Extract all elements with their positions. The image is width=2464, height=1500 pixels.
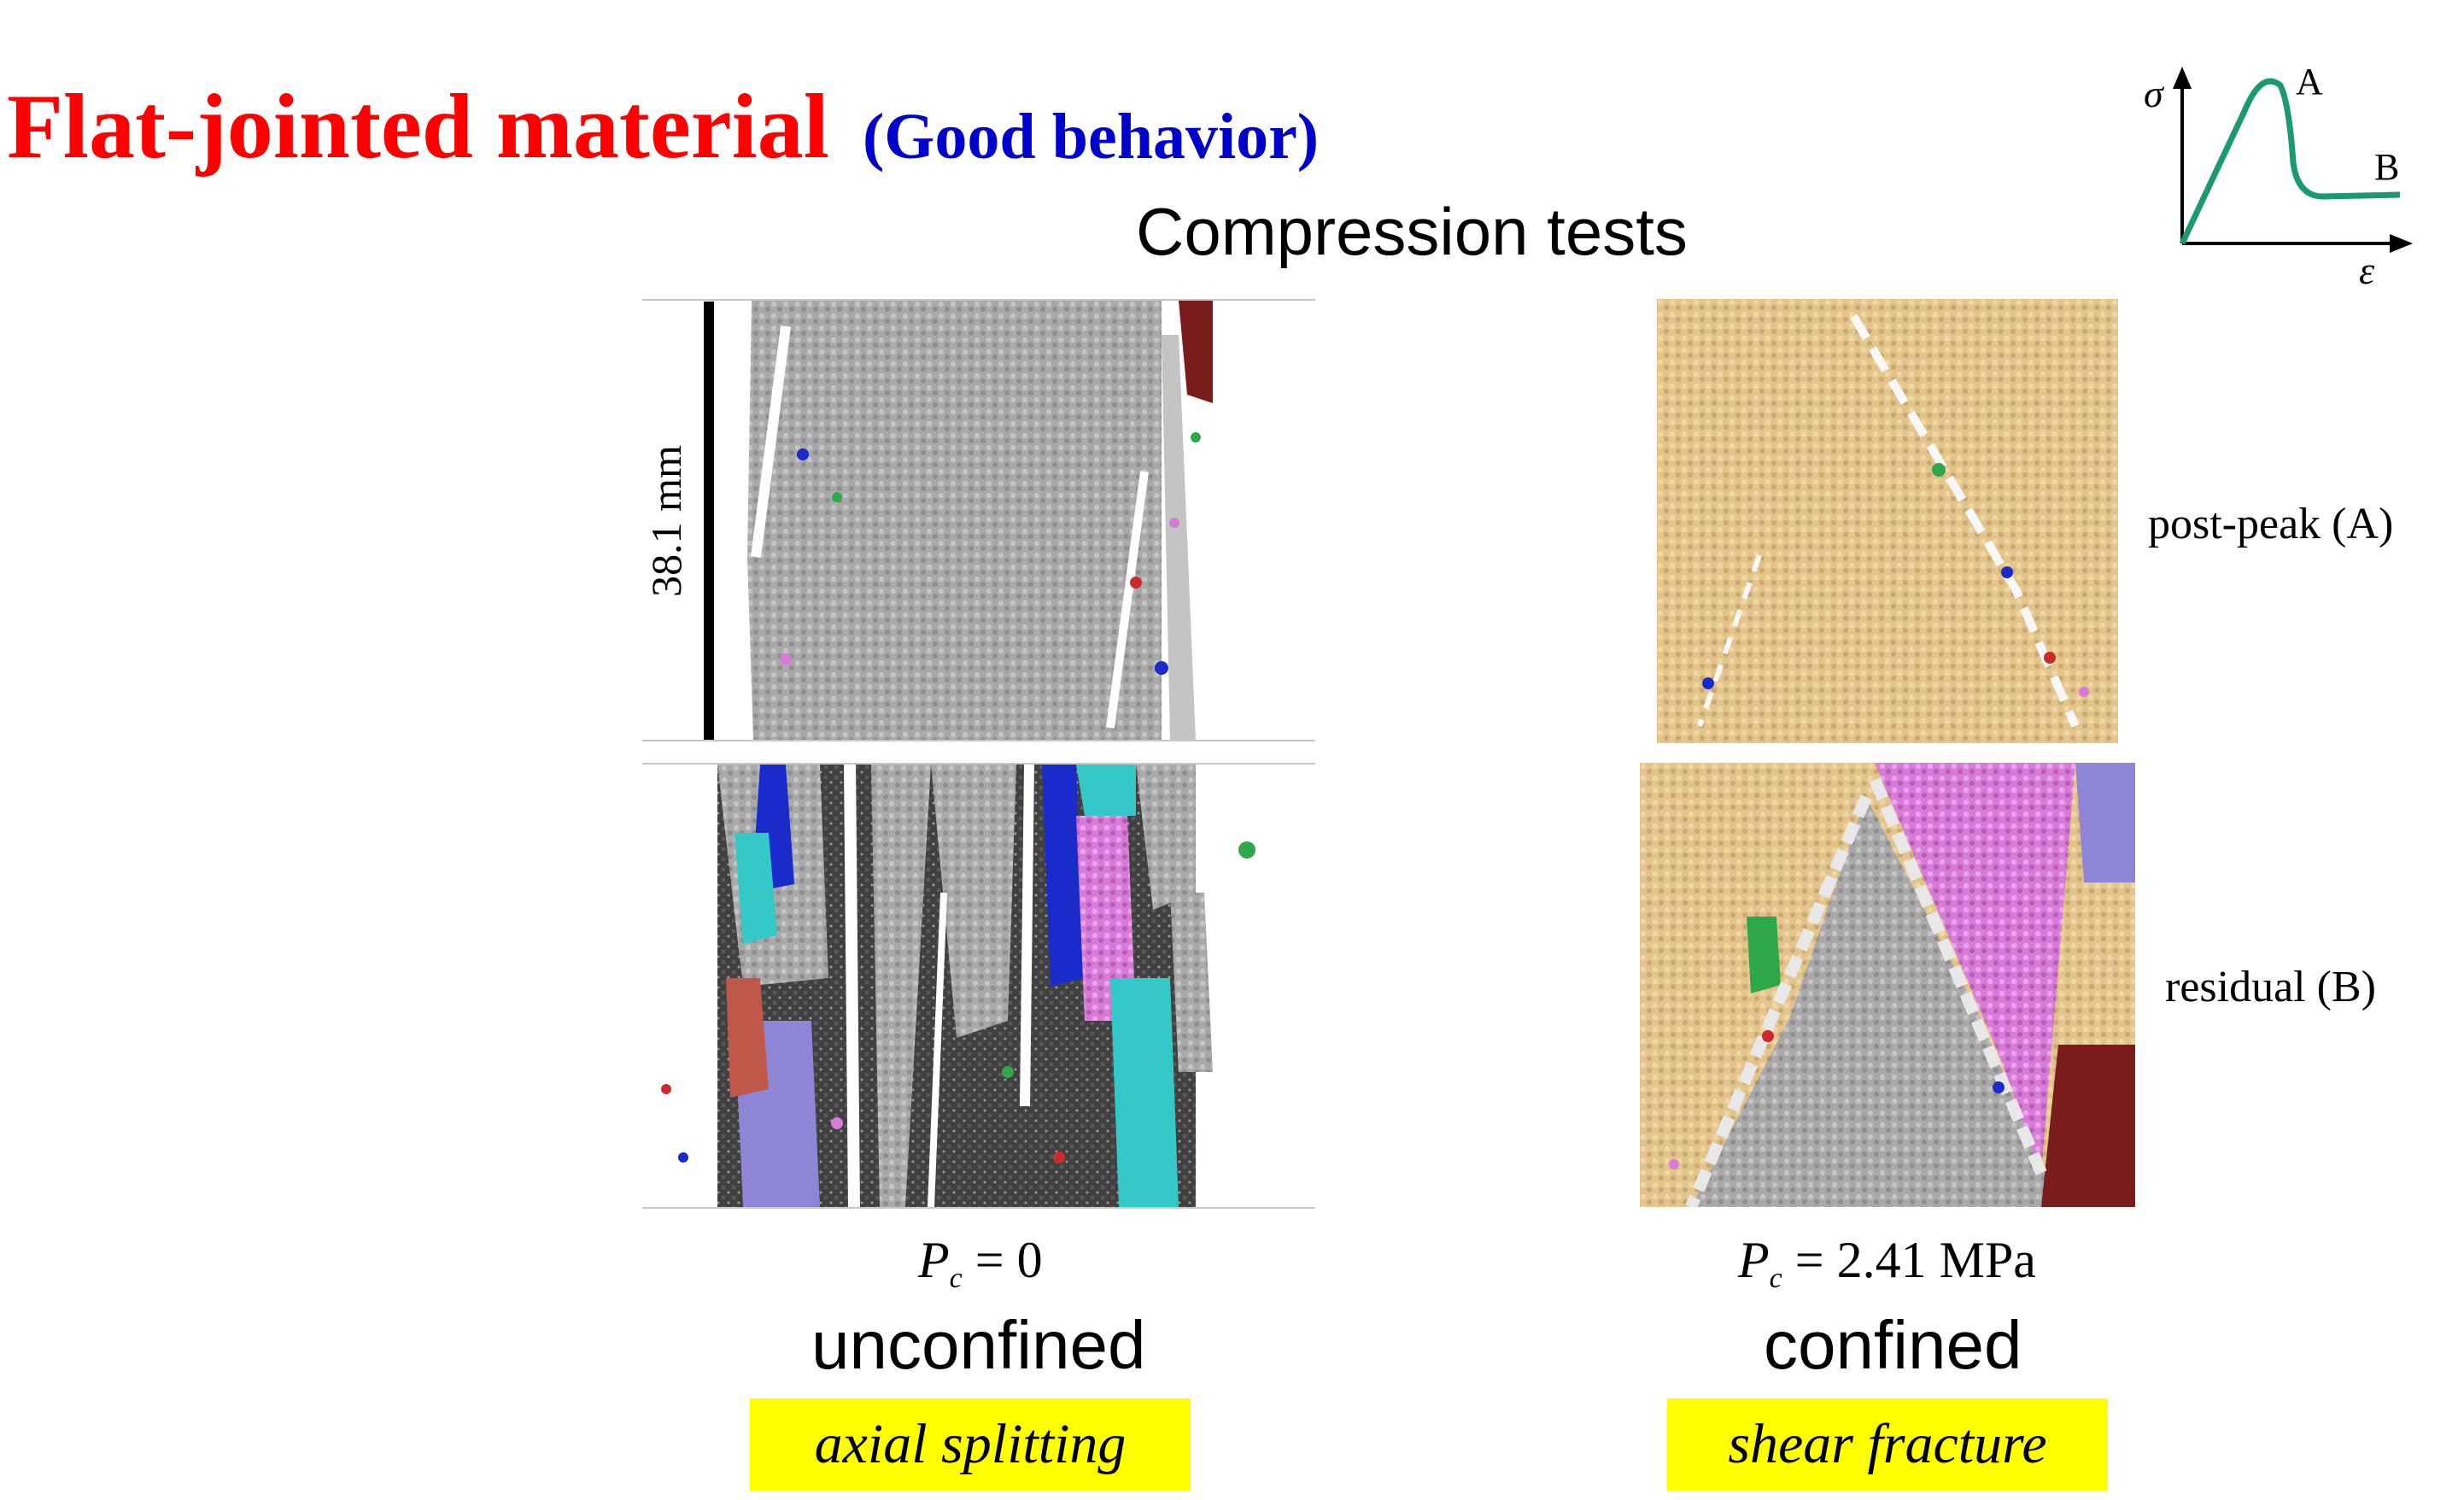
- particle: [1169, 518, 1179, 528]
- crack-line: [844, 765, 860, 1207]
- condition-label-confined: confined: [1764, 1307, 2022, 1383]
- cyan-fragment: [1076, 765, 1136, 816]
- green-fragment: [1747, 917, 1781, 993]
- particle: [780, 653, 792, 665]
- particle: [1053, 1151, 1065, 1163]
- crack-line: [928, 892, 947, 1207]
- particle: [678, 1152, 688, 1163]
- particle: [2079, 687, 2089, 697]
- section-heading: Compression tests: [1136, 194, 1688, 269]
- panel-unconfined-residual: [649, 765, 1324, 1207]
- grey-wedge: [1691, 797, 2058, 1207]
- lavender-fragment: [2075, 763, 2135, 882]
- crack-line: [1106, 471, 1149, 729]
- cyan-fragment: [735, 833, 777, 944]
- maroon-fragment: [1179, 301, 1213, 403]
- row-label-residual: residual (B): [2165, 963, 2376, 1011]
- platen-line: [642, 740, 1315, 741]
- grey-fragment: [931, 765, 1016, 1038]
- confining-pressure-confined: Pc = 2.41 MPa: [1738, 1232, 2036, 1294]
- tan-particle-body: [1657, 299, 2118, 743]
- shear-band: [1697, 554, 1762, 727]
- condition-label-unconfined: unconfined: [811, 1307, 1146, 1383]
- red-fragment: [726, 978, 769, 1098]
- particle: [1191, 432, 1201, 442]
- crack-line: [1020, 765, 1034, 1107]
- platen-line: [642, 299, 1315, 301]
- page-subtitle: (Good behavior): [863, 101, 1320, 173]
- scale-bar-label: 38.1 mm: [642, 445, 690, 597]
- maroon-fragment: [2041, 1045, 2135, 1207]
- stress-strain-inset: σ A B ε: [2144, 61, 2413, 290]
- particle: [797, 448, 809, 460]
- particle: [1993, 1081, 2005, 1093]
- blue-fragment: [1042, 765, 1085, 987]
- particle: [1702, 677, 1714, 689]
- inset-point-b: B: [2374, 146, 2399, 188]
- grey-fragment: [1170, 893, 1213, 1072]
- inset-x-arrow: [2390, 234, 2413, 253]
- panel-unconfined-post-peak: [735, 301, 1238, 740]
- magenta-wedge: [1875, 763, 2075, 1173]
- cyan-fragment: [1110, 978, 1179, 1207]
- shear-band: [1869, 777, 2047, 1175]
- inset-y-arrow: [2173, 67, 2192, 89]
- shear-band: [1849, 313, 2080, 729]
- particle: [2001, 566, 2013, 578]
- particle: [1762, 1030, 1774, 1042]
- particle: [1155, 661, 1168, 675]
- particle: [1932, 463, 1946, 477]
- grey-fragment: [1136, 765, 1196, 910]
- particle: [2044, 652, 2056, 664]
- platen-line: [642, 763, 1315, 765]
- particle: [831, 1117, 843, 1129]
- panel-confined-residual: [1640, 763, 2135, 1207]
- grey-fragment: [871, 765, 931, 1207]
- inset-epsilon-label: ε: [2359, 249, 2375, 290]
- fracture-zone: [1162, 335, 1196, 740]
- particle: [1130, 577, 1142, 589]
- crack-line: [751, 325, 791, 558]
- failure-mode-unconfined: axial splitting: [750, 1398, 1191, 1491]
- particle: [832, 492, 842, 502]
- particle: [1238, 841, 1255, 858]
- confining-pressure-unconfined: Pc = 0: [918, 1232, 1043, 1294]
- grey-particle-body: [747, 301, 1162, 740]
- magenta-fragment: [1076, 816, 1136, 1021]
- inset-sigma-label: σ: [2144, 72, 2165, 115]
- row-label-post-peak: post-peak (A): [2148, 500, 2394, 548]
- platen-line: [642, 1207, 1315, 1209]
- failure-mode-confined: shear fracture: [1667, 1398, 2108, 1491]
- panel-confined-post-peak: [1657, 299, 2118, 743]
- scale-bar: [704, 302, 714, 741]
- shear-band: [1685, 794, 1872, 1207]
- inset-point-a: A: [2296, 61, 2323, 103]
- particle: [661, 1084, 671, 1094]
- particle: [1002, 1066, 1014, 1078]
- inset-curve: [2179, 78, 2401, 245]
- page-title: Flat-jointed material: [7, 76, 829, 178]
- particle: [1669, 1159, 1679, 1169]
